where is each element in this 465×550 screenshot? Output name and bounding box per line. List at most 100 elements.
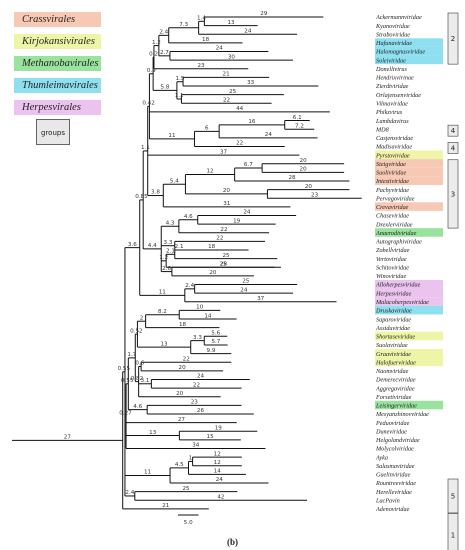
branch-length-label: 24 [243, 210, 251, 216]
tip-highlight [375, 297, 443, 306]
tip-label: Madisaviridae [375, 144, 412, 151]
branch-length-label: 7.2 [295, 123, 304, 129]
branch-length-label: 1.7 [127, 352, 136, 358]
branch-length-label: 30 [228, 54, 236, 60]
tip-label: Hafunaviridae [375, 40, 412, 47]
branch-length-label: 25 [220, 261, 228, 267]
tip-label: Soleiviridae [376, 57, 406, 64]
groups-legend-box: groups [36, 119, 70, 145]
tip-label: Straboviridae [376, 31, 410, 38]
tip-label: Zierdtviridae [376, 83, 409, 90]
branch-length-label: 37 [220, 149, 228, 155]
branch-length-label: 13 [149, 430, 157, 436]
legend-item-kirjokansivirales: Kirjokansivirales [14, 34, 101, 49]
branch-length-label: 22 [236, 141, 243, 147]
branch-length-label: 15 [207, 434, 215, 440]
tip-label: Vilmaviridae [376, 101, 408, 108]
branch-length-label: 9.9 [207, 348, 216, 354]
branch-length-label: 20 [300, 158, 308, 164]
branch-length-label: 4.4 [148, 243, 157, 249]
branch-length-label: 22 [220, 227, 227, 233]
tip-label: Alloherpesviridae [375, 282, 421, 289]
branch-length-label: 5.6 [211, 331, 220, 337]
branch-length-label: 1 [189, 456, 193, 462]
branch-length-label: 0.55 [118, 366, 131, 372]
tip-highlight [375, 202, 443, 211]
branch-length-label: 31 [223, 201, 231, 207]
tip-label: Druskaviridae [375, 308, 412, 315]
branch-length-label: 2.4 [159, 30, 168, 36]
branch-length-label: 27 [178, 417, 186, 423]
branch-length-label: 14 [214, 469, 222, 475]
tip-label: Shortaseviridae [376, 334, 415, 341]
branch-length-label: 1.2 [152, 40, 161, 46]
tip-label: Steigviridae [376, 161, 406, 168]
branch-length-label: 6 [205, 126, 209, 132]
branch-length-label: 28 [220, 261, 228, 267]
branch-length-label: 0.6 [135, 361, 144, 367]
branch-length-label: 7.3 [179, 22, 188, 28]
branch-length-label: 13 [227, 20, 235, 26]
tip-label: Naomviridae [375, 368, 409, 375]
branch-length-label: 23 [198, 63, 206, 69]
figure-caption: (b) [227, 537, 238, 547]
branch-length-label: 20 [300, 167, 308, 173]
branch-length-label: 20 [179, 365, 187, 371]
tip-label: Ayka [375, 454, 388, 461]
legend-item-methanobavirales: Methanobavirales [14, 56, 101, 71]
branch-length-label: 44 [236, 106, 244, 112]
branch-length-label: 11 [168, 133, 176, 139]
branch-length-label: 22 [183, 356, 190, 362]
branch-length-label: 4.5 [175, 462, 184, 468]
tip-label: Salasmaviridae [376, 463, 415, 470]
branch-length-label: 21 [223, 72, 231, 78]
branch-length-label: 0.52 [130, 328, 142, 334]
legend-item-crassvirales: Crassvirales [14, 12, 101, 27]
branch-length-label: 3.1 [141, 378, 150, 384]
branch-length-label: 2.4 [125, 490, 134, 496]
tip-label: Graaviviridae [376, 351, 411, 358]
branch-length-label: 19 [215, 425, 223, 431]
tip-label: Rountreeviridae [375, 480, 416, 487]
tip-highlight [375, 176, 443, 185]
group-marker-label: 2 [451, 35, 455, 43]
tip-label: Pachyviridae [375, 187, 409, 194]
tip-label: LacPavin [375, 497, 400, 504]
tip-label: Hendrixvirinae [375, 75, 414, 82]
branch-length-label: 23 [191, 400, 199, 406]
tip-label: Crevaviridae [376, 204, 409, 211]
tip-highlight [375, 228, 443, 237]
tip-highlight [375, 348, 443, 358]
tip-label: Duneviridae [375, 428, 407, 435]
branch-length-label: 18 [179, 322, 187, 328]
branch-length-label: 0.85 [135, 194, 148, 200]
tip-label: Aggregaviridae [375, 385, 415, 392]
tip-label: Chaseviridae [376, 213, 409, 220]
branch-length-label: 13 [161, 341, 169, 347]
branch-length-label: 5.8 [161, 85, 170, 91]
branch-length-label: 3.3 [193, 335, 202, 341]
tip-label: Mesyanzhinovviridae [375, 411, 429, 418]
tip-label: Donellivirus [375, 66, 408, 73]
tip-label: Peduoviridae [375, 420, 410, 427]
tip-highlight [375, 46, 443, 56]
branch-length-label: 4.3 [166, 220, 175, 226]
tip-label: Lambdavirus [375, 118, 409, 125]
branch-length-label: 11 [144, 470, 152, 476]
tip-label: Pervagoviridae [375, 195, 415, 202]
branch-length-label: 29 [260, 11, 268, 17]
branch-length-label: 0.82 [131, 376, 143, 382]
group-marker-label: 3 [451, 190, 455, 198]
branch-length-label: 25 [229, 89, 237, 95]
branch-length-label: 6.1 [293, 115, 302, 121]
tip-label: Ackermannviridae [375, 14, 422, 21]
group-marker-5 [447, 478, 459, 514]
tip-label: Casjensviridae [376, 135, 413, 142]
tip-label: Herelleviridae [375, 489, 412, 496]
group-marker-4 [447, 124, 459, 137]
branch-length-label: 22 [223, 98, 230, 104]
tip-label: Demerecviridae [375, 377, 416, 384]
branch-length-label: 3.8 [151, 190, 160, 196]
